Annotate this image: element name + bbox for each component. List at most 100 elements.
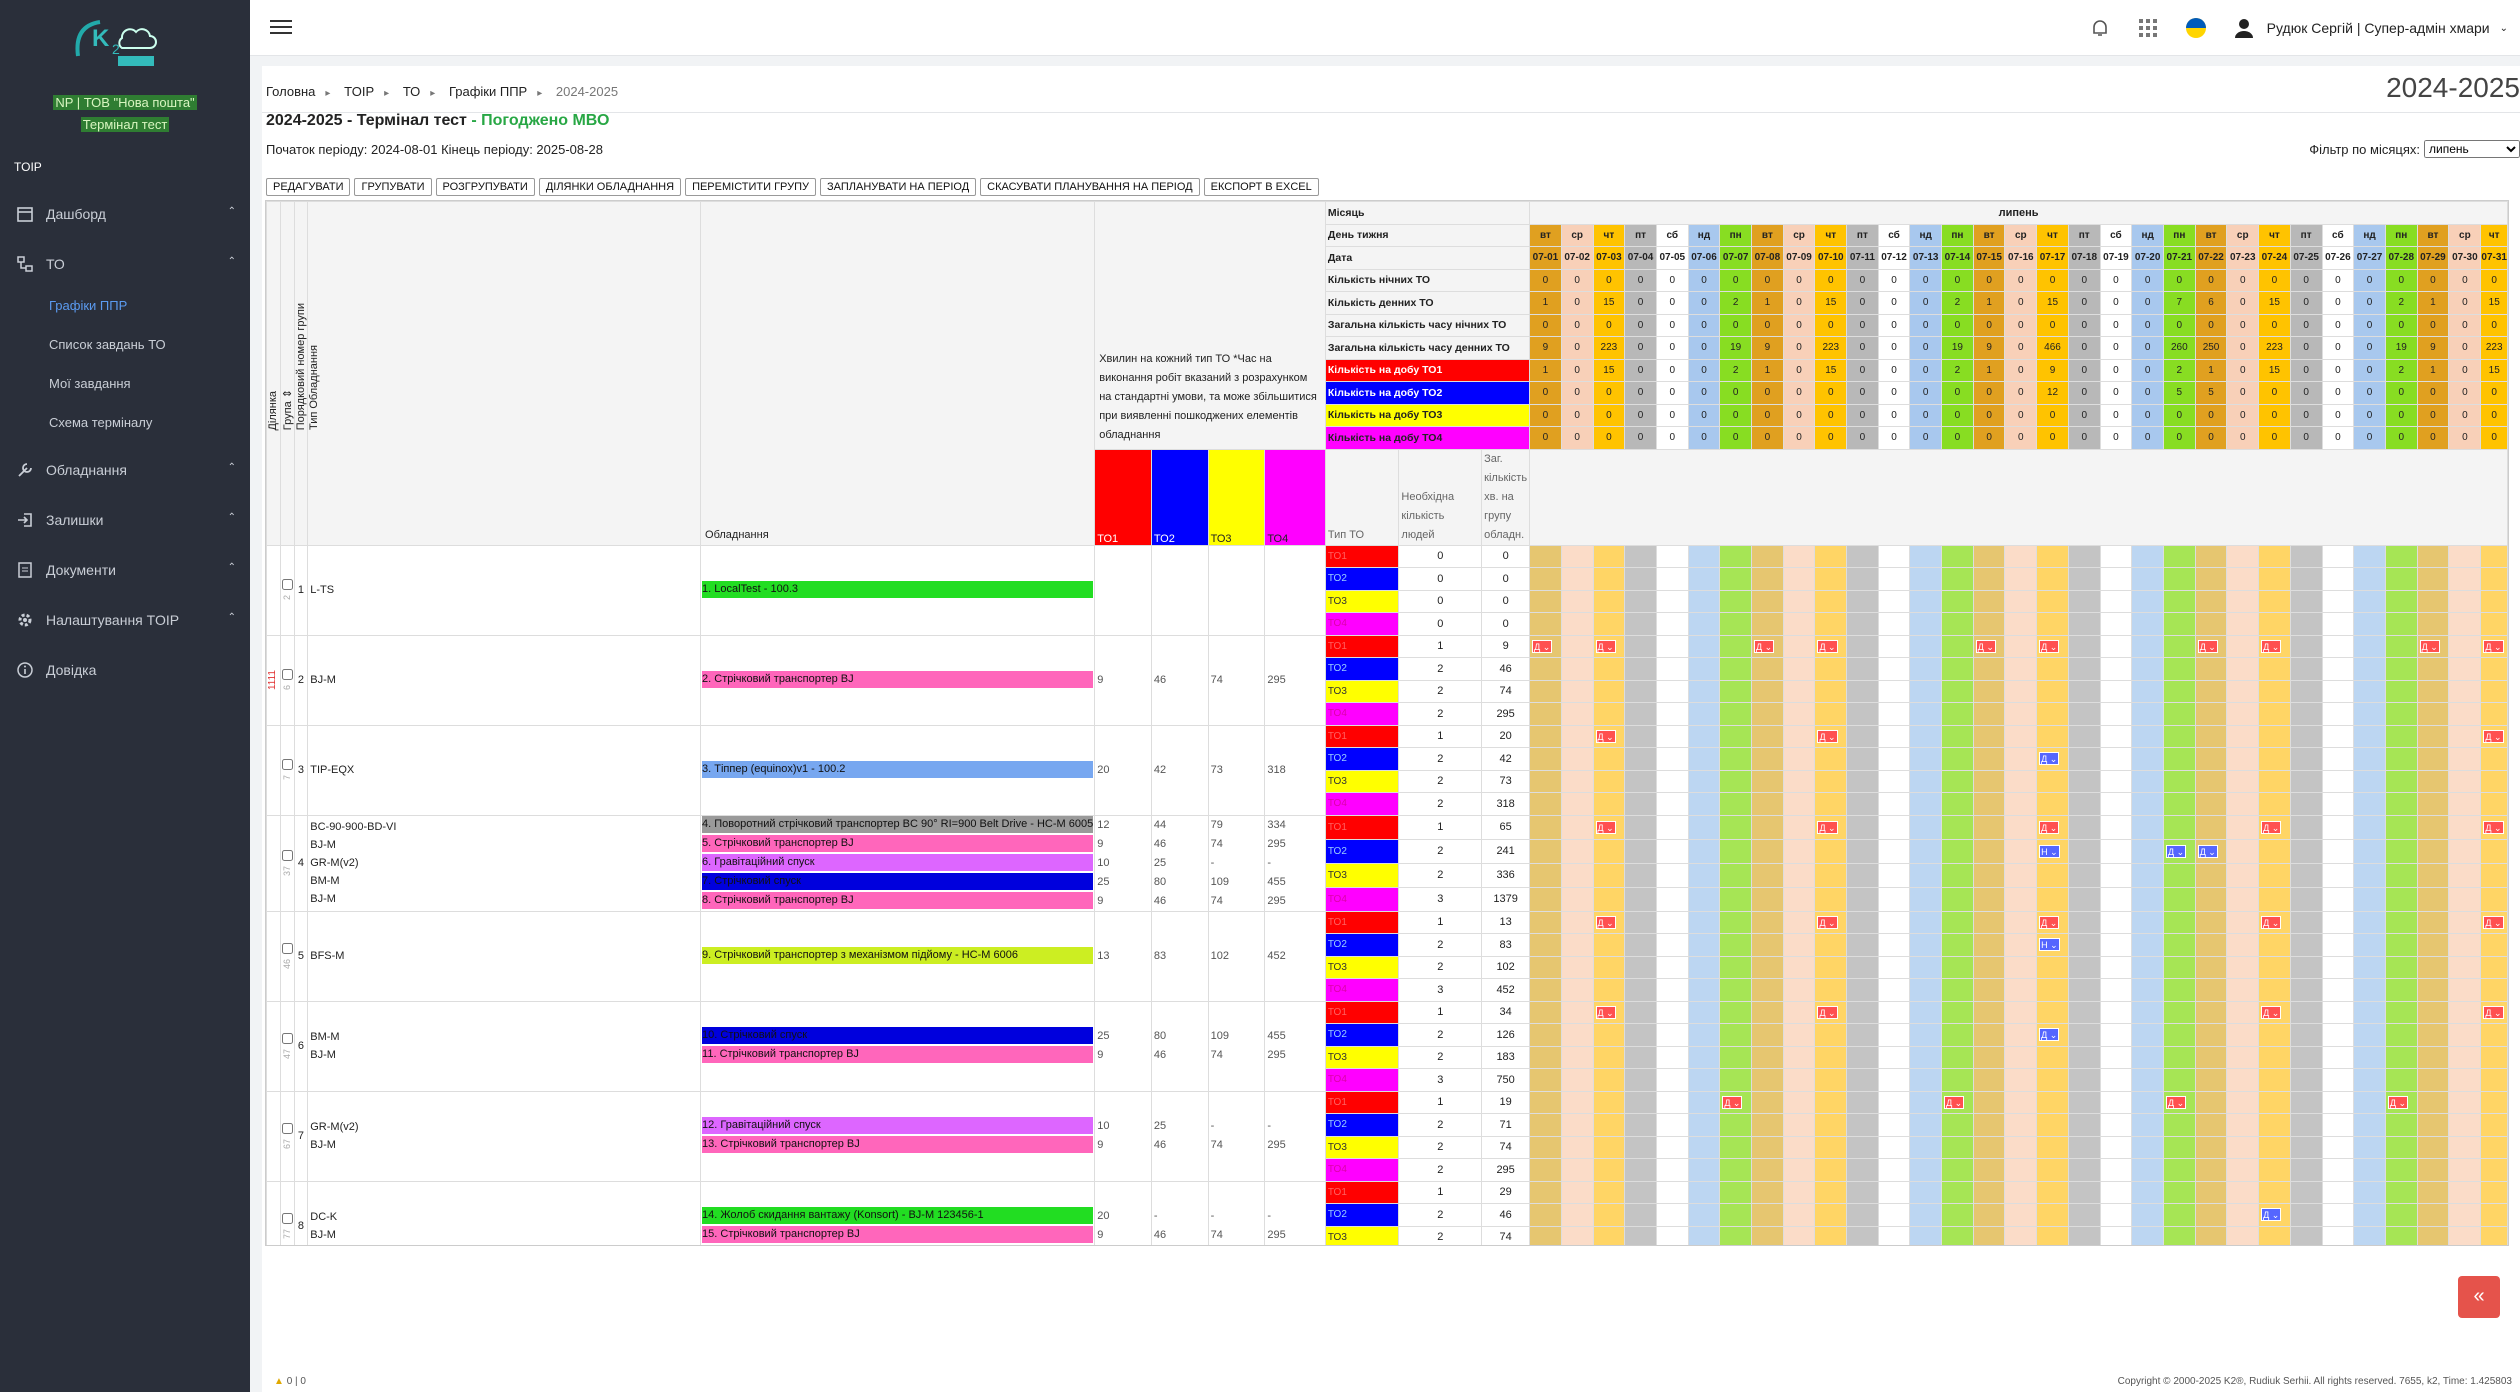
schedule-day-cell[interactable] xyxy=(2004,910,2038,934)
schedule-day-cell[interactable] xyxy=(2321,886,2355,912)
schedule-day-cell[interactable] xyxy=(1846,1090,1879,1114)
schedule-day-cell[interactable] xyxy=(1624,747,1657,771)
schedule-day-cell[interactable] xyxy=(1560,933,1594,957)
schedule-day-cell[interactable] xyxy=(2321,1180,2355,1204)
schedule-day-cell[interactable] xyxy=(1719,1045,1753,1069)
schedule-day-cell[interactable] xyxy=(2067,567,2101,591)
schedule-day-cell[interactable] xyxy=(2353,862,2386,888)
schedule-day-cell[interactable] xyxy=(2131,1000,2164,1024)
schedule-day-cell[interactable] xyxy=(2004,1225,2038,1245)
schedule-day-cell[interactable] xyxy=(1687,657,1721,681)
schedule-day-cell[interactable] xyxy=(1782,838,1816,864)
schedule-day-cell[interactable] xyxy=(1814,792,1848,816)
schedule-day-cell[interactable] xyxy=(1782,612,1816,636)
k2-logo[interactable]: K 2 xyxy=(70,16,170,72)
schedule-day-cell[interactable] xyxy=(2131,1158,2164,1182)
schedule-day-cell[interactable] xyxy=(1846,1045,1879,1069)
schedule-day-cell[interactable] xyxy=(2289,724,2323,748)
sidebar-subitem-terminal-scheme[interactable]: Схема терміналу xyxy=(49,415,153,430)
schedule-day-cell[interactable] xyxy=(2258,792,2291,816)
schedule-day-cell[interactable] xyxy=(2448,724,2482,748)
schedule-day-cell[interactable] xyxy=(2099,1000,2133,1024)
schedule-day-cell[interactable] xyxy=(1846,1135,1879,1159)
schedule-day-cell[interactable] xyxy=(2099,612,2133,636)
schedule-day-cell[interactable] xyxy=(2226,747,2260,771)
scheduled-to-dropdown[interactable]: Д ⌄ xyxy=(1975,639,1996,653)
schedule-day-cell[interactable] xyxy=(1846,612,1879,636)
schedule-day-cell[interactable] xyxy=(2353,1023,2386,1047)
schedule-day-cell[interactable] xyxy=(2258,1180,2291,1204)
schedule-day-cell[interactable] xyxy=(1877,1113,1911,1137)
schedule-day-cell[interactable]: Д ⌄ xyxy=(2480,634,2508,658)
schedule-day-cell[interactable]: Д ⌄ xyxy=(2258,1203,2291,1227)
schedule-day-cell[interactable] xyxy=(2131,612,2164,636)
schedule-day-cell[interactable] xyxy=(2289,747,2323,771)
schedule-day-cell[interactable] xyxy=(2289,1045,2323,1069)
schedule-day-cell[interactable] xyxy=(2226,724,2260,748)
schedule-day-cell[interactable] xyxy=(1592,769,1626,793)
schedule-day-cell[interactable] xyxy=(1751,679,1784,703)
schedule-day-cell[interactable] xyxy=(2353,955,2386,979)
schedule-day-cell[interactable] xyxy=(2384,747,2418,771)
schedule-day-cell[interactable] xyxy=(1624,792,1657,816)
schedule-day-cell[interactable] xyxy=(2004,634,2038,658)
schedule-day-cell[interactable] xyxy=(2067,792,2101,816)
schedule-day-cell[interactable] xyxy=(1941,1000,1974,1024)
schedule-day-cell[interactable] xyxy=(2480,1135,2508,1159)
schedule-day-cell[interactable] xyxy=(1941,702,1974,726)
schedule-day-cell[interactable] xyxy=(1972,1135,2006,1159)
schedule-day-cell[interactable] xyxy=(2289,1113,2323,1137)
schedule-day-cell[interactable] xyxy=(2321,1023,2355,1047)
schedule-day-cell[interactable] xyxy=(2321,747,2355,771)
schedule-day-cell[interactable] xyxy=(1846,1113,1879,1137)
schedule-day-cell[interactable] xyxy=(2258,838,2291,864)
schedule-day-cell[interactable] xyxy=(1814,978,1848,1002)
sidebar-subitem-my-tasks[interactable]: Мої завдання xyxy=(49,376,131,391)
scheduled-to-dropdown[interactable]: Д ⌄ xyxy=(1817,729,1838,743)
schedule-day-cell[interactable] xyxy=(2067,910,2101,934)
schedule-day-cell[interactable] xyxy=(2226,1113,2260,1137)
schedule-day-cell[interactable] xyxy=(1529,589,1562,613)
schedule-day-cell[interactable] xyxy=(1941,1068,1974,1092)
schedule-day-cell[interactable] xyxy=(1687,1203,1721,1227)
schedule-day-cell[interactable] xyxy=(2321,702,2355,726)
schedule-day-cell[interactable] xyxy=(1687,769,1721,793)
breadcrumb-toip[interactable]: TOIP xyxy=(344,84,375,99)
schedule-day-cell[interactable] xyxy=(1972,1113,2006,1137)
schedule-day-cell[interactable] xyxy=(2162,862,2196,888)
schedule-day-cell[interactable] xyxy=(2067,1180,2101,1204)
schedule-day-cell[interactable] xyxy=(2321,955,2355,979)
schedule-day-cell[interactable] xyxy=(2289,1068,2323,1092)
scheduled-to-dropdown[interactable]: Д ⌄ xyxy=(1817,639,1838,653)
schedule-day-cell[interactable] xyxy=(1529,1000,1562,1024)
schedule-day-cell[interactable] xyxy=(2353,679,2386,703)
schedule-day-cell[interactable] xyxy=(2036,679,2069,703)
schedule-day-cell[interactable] xyxy=(2448,702,2482,726)
schedule-day-cell[interactable] xyxy=(1846,862,1879,888)
schedule-day-cell[interactable] xyxy=(2416,1045,2450,1069)
schedule-day-cell[interactable] xyxy=(1782,1113,1816,1137)
schedule-day-cell[interactable] xyxy=(2258,567,2291,591)
schedule-day-cell[interactable] xyxy=(1941,1180,1974,1204)
schedule-day-cell[interactable] xyxy=(1655,747,1689,771)
schedule-day-cell[interactable] xyxy=(1655,1135,1689,1159)
schedule-day-cell[interactable]: Д ⌄ xyxy=(2384,1090,2418,1114)
schedule-day-cell[interactable] xyxy=(2448,886,2482,912)
schedule-day-cell[interactable] xyxy=(1782,544,1816,568)
schedule-day-cell[interactable] xyxy=(2099,838,2133,864)
schedule-day-cell[interactable] xyxy=(1719,933,1753,957)
schedule-day-cell[interactable] xyxy=(1814,1023,1848,1047)
schedule-day-cell[interactable] xyxy=(2004,1158,2038,1182)
schedule-day-cell[interactable] xyxy=(2036,589,2069,613)
schedule-day-cell[interactable] xyxy=(2258,955,2291,979)
schedule-day-cell[interactable] xyxy=(2384,724,2418,748)
schedule-day-cell[interactable] xyxy=(1846,792,1879,816)
schedule-day-cell[interactable] xyxy=(2162,544,2196,568)
schedule-day-cell[interactable] xyxy=(2384,1000,2418,1024)
breadcrumb-to[interactable]: ТО xyxy=(402,84,421,99)
schedule-day-cell[interactable] xyxy=(2258,589,2291,613)
schedule-day-cell[interactable] xyxy=(1751,1090,1784,1114)
schedule-day-cell[interactable] xyxy=(1782,792,1816,816)
schedule-day-cell[interactable] xyxy=(2321,792,2355,816)
schedule-day-cell[interactable] xyxy=(2162,612,2196,636)
